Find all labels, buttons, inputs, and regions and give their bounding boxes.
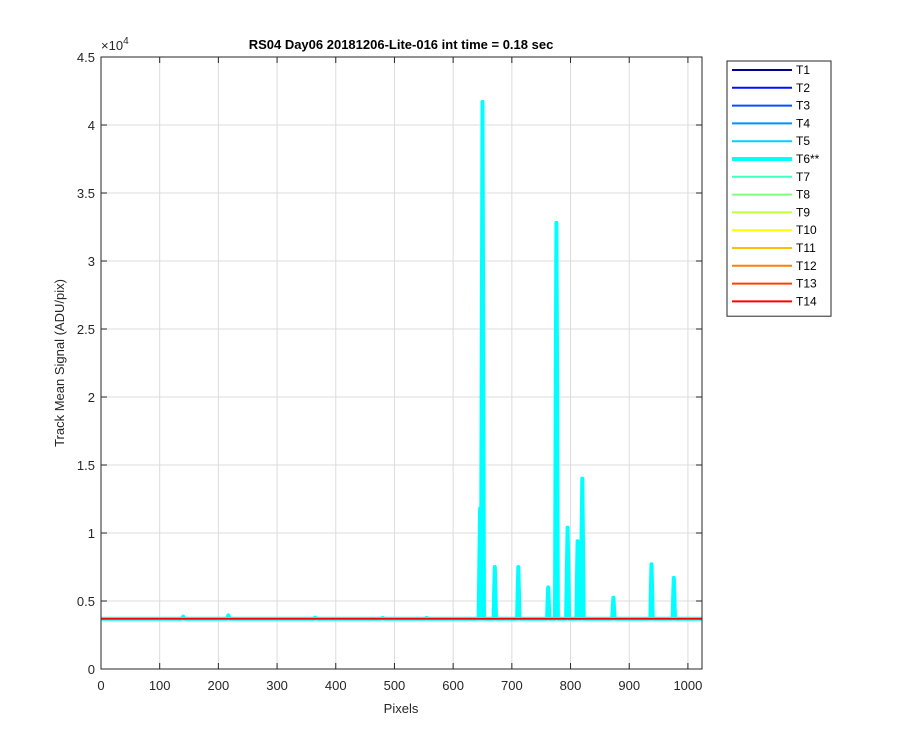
y-tick-label: 4 (88, 118, 95, 133)
y-tick-label: 3.5 (77, 186, 95, 201)
legend-label: T3 (796, 99, 810, 113)
y-axis-label: Track Mean Signal (ADU/pix) (52, 279, 67, 447)
x-tick-label: 0 (97, 678, 104, 693)
legend-label: T7 (796, 170, 810, 184)
y-exponent-label: ×104 (101, 36, 129, 53)
x-tick-label: 100 (149, 678, 171, 693)
y-exponent-power: 4 (123, 36, 129, 47)
legend-label: T8 (796, 188, 810, 202)
x-tick-label: 400 (325, 678, 347, 693)
legend-label: T1 (796, 63, 810, 77)
y-tick-label: 2.5 (77, 322, 95, 337)
x-tick-label: 300 (266, 678, 288, 693)
y-tick-label: 0.5 (77, 594, 95, 609)
y-tick-label: 2 (88, 390, 95, 405)
plot-background (101, 57, 702, 669)
legend-label: T5 (796, 134, 810, 148)
series-layer (101, 99, 702, 621)
x-tick-label: 1000 (673, 678, 702, 693)
y-tick-label: 1.5 (77, 458, 95, 473)
legend-label: T4 (796, 116, 810, 130)
x-tick-label: 700 (501, 678, 523, 693)
legend-label: T11 (796, 241, 816, 255)
x-tick-label: 500 (384, 678, 406, 693)
y-exponent-base: ×10 (101, 38, 123, 53)
x-tick-label: 200 (208, 678, 230, 693)
x-tick-label: 900 (618, 678, 640, 693)
legend-label: T14 (796, 294, 817, 308)
y-tick-label: 4.5 (77, 50, 95, 65)
legend: T1 T2 T3 T4 T5 T6** T7 T8 T9 T10 T11 T12 T13 T14 (726, 60, 832, 317)
legend-label: T10 (796, 223, 817, 237)
chart-title: RS04 Day06 20181206-Lite-016 int time = … (249, 37, 554, 52)
x-axis-label: Pixels (384, 701, 419, 716)
legend-label: T13 (796, 277, 817, 291)
ticks: 0 100 200 300 400 500 600 700 800 900 1000 0 0.5 1 1.5… (77, 50, 702, 693)
y-tick-label: 1 (88, 526, 95, 541)
plot-frame (100, 56, 703, 670)
x-tick-label: 800 (560, 678, 582, 693)
legend-label: T12 (796, 259, 817, 273)
legend-label: T6** (796, 152, 820, 166)
y-tick-label: 3 (88, 254, 95, 269)
legend-label: T9 (796, 205, 810, 219)
y-tick-label: 0 (88, 662, 95, 677)
legend-label: T2 (796, 81, 810, 95)
x-tick-label: 600 (442, 678, 464, 693)
legend-box (726, 60, 832, 317)
